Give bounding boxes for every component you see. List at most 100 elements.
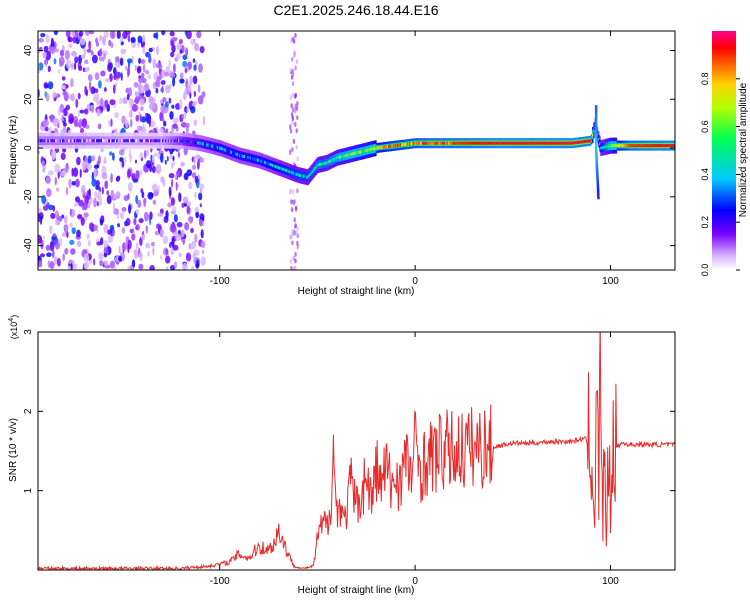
ridge-core [599, 142, 601, 146]
noise-speck [106, 190, 109, 196]
noise-speck [71, 93, 75, 102]
noise-speck [200, 256, 206, 266]
noise-speck [294, 251, 297, 257]
noise-speck [170, 51, 175, 58]
ridge-core [416, 141, 418, 145]
noise-speck [79, 168, 82, 178]
spike-mark [594, 124, 598, 128]
noise-speck [57, 69, 61, 74]
noise-speck [98, 252, 104, 261]
spectrogram-y-label: Frequency (Hz) [8, 116, 19, 185]
ridge-core [143, 139, 145, 143]
noise-speck [95, 37, 99, 44]
noise-speck [155, 31, 159, 40]
ridge-core [89, 139, 91, 143]
ridge-core [451, 141, 453, 145]
ridge-core [354, 151, 356, 155]
noise-speck [160, 176, 165, 183]
ridge-core [606, 145, 608, 149]
noise-speck [80, 38, 86, 46]
ridge-core [546, 141, 548, 145]
ridge-core [607, 144, 609, 148]
noise-speck [74, 56, 79, 64]
ridge-core [661, 144, 663, 148]
ridge-core [130, 139, 132, 143]
ridge-core [86, 139, 89, 143]
ridge-core [293, 171, 295, 175]
ridge-core [422, 141, 424, 145]
ridge-core [647, 144, 649, 148]
noise-speck [184, 67, 188, 74]
ridge-core [213, 145, 215, 149]
noise-speck [42, 235, 46, 240]
ridge-core [118, 139, 120, 143]
noise-speck [171, 179, 174, 188]
noise-speck [289, 189, 292, 194]
ridge-core [671, 144, 674, 148]
noise-speck [129, 153, 133, 163]
noise-speck [103, 252, 108, 258]
ridge-core [276, 165, 279, 169]
ridge-core [385, 145, 388, 149]
ridge-core [456, 141, 458, 145]
ridge-core [269, 163, 272, 166]
ridge-core [261, 159, 263, 163]
noise-speck [86, 104, 91, 110]
ridge-core [465, 141, 467, 145]
noise-speck [100, 215, 105, 222]
noise-speck [134, 96, 140, 105]
ridge-core [444, 141, 446, 145]
noise-speck [60, 117, 64, 122]
ridge-core [655, 144, 657, 148]
noise-speck [145, 242, 151, 249]
noise-speck [201, 91, 206, 98]
noise-speck [127, 265, 131, 270]
noise-speck [91, 178, 97, 187]
noise-speck [169, 111, 174, 120]
noise-speck [54, 210, 60, 220]
svg-text:(x104): (x104) [8, 315, 19, 339]
spike-mark [596, 171, 599, 174]
noise-speck [83, 46, 87, 57]
noise-speck [146, 160, 152, 169]
noise-speck [290, 265, 293, 270]
ridge-core [358, 150, 361, 154]
ridge-core [223, 148, 226, 152]
noise-speck [118, 255, 123, 262]
noise-speck [292, 255, 295, 261]
ridge-core [520, 141, 523, 145]
ridge-core [255, 158, 258, 162]
noise-speck [145, 225, 149, 234]
ridge-core [110, 139, 112, 143]
noise-speck [42, 119, 49, 128]
noise-speck [128, 204, 132, 214]
noise-speck [91, 155, 96, 162]
ridge-core [154, 139, 157, 143]
noise-speck [182, 60, 188, 68]
noise-speck [188, 181, 193, 190]
ridge-core [488, 141, 491, 145]
noise-speck [119, 97, 123, 105]
ridge-core [663, 144, 666, 148]
ridge-core [263, 160, 266, 164]
ridge-core [497, 141, 499, 145]
noise-speck [289, 67, 292, 73]
y-tick-label: 40 [23, 45, 34, 57]
ridge-core [484, 141, 486, 145]
noise-speck [291, 229, 294, 235]
ridge-core [420, 141, 423, 145]
ridge-core [65, 139, 68, 143]
noise-speck [107, 229, 112, 235]
snr-y-label: SNR (10 * v/v) [8, 418, 19, 482]
ridge-core [402, 143, 404, 147]
ridge-core [379, 146, 382, 149]
ridge-core [216, 146, 219, 149]
noise-speck [170, 197, 175, 206]
noise-speck [110, 173, 113, 183]
ridge-core [491, 141, 493, 145]
noise-speck [101, 172, 108, 180]
ridge-core [415, 141, 417, 145]
ridge-core [64, 139, 67, 143]
noise-speck [54, 147, 60, 153]
ridge-core [77, 139, 79, 143]
